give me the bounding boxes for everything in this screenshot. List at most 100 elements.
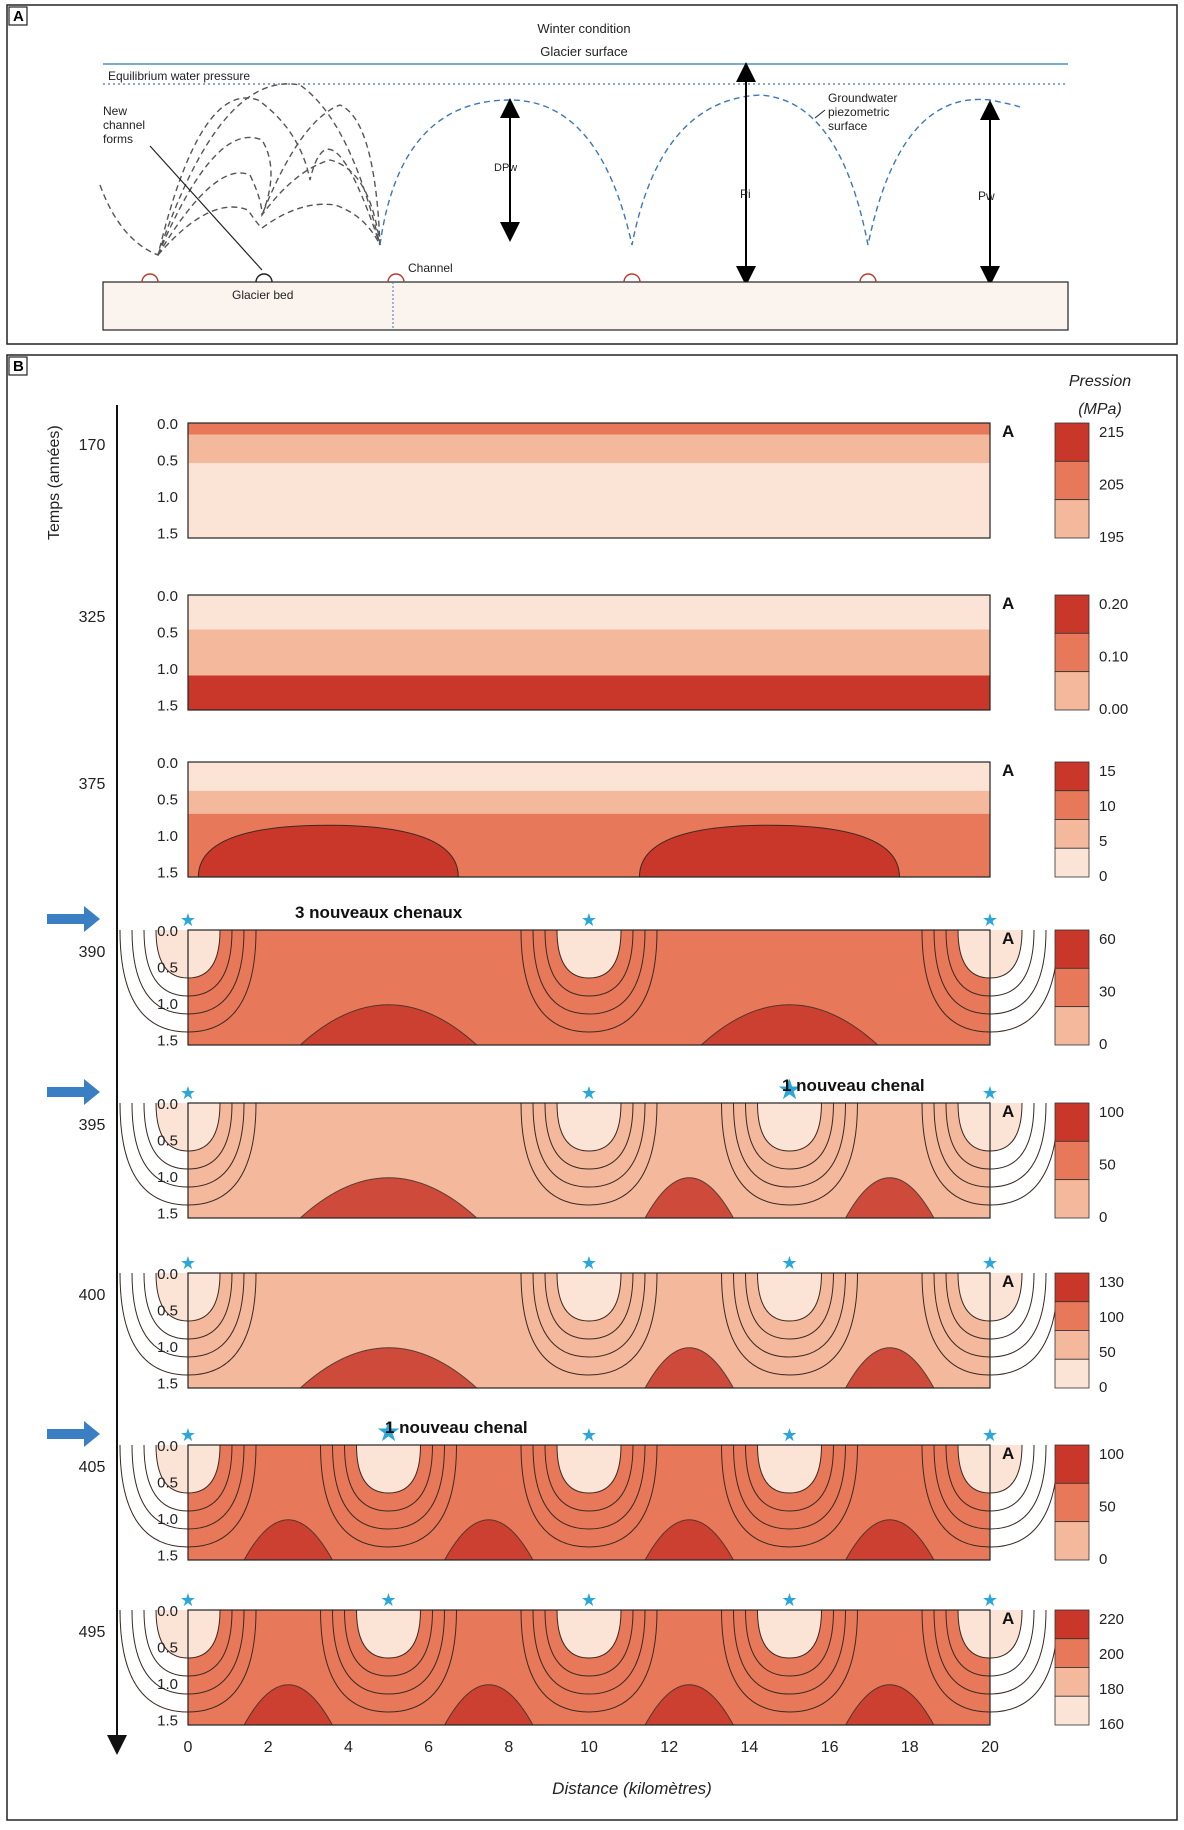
y-tick-label: 1.5 <box>157 1033 178 1050</box>
high-pressure-lobe <box>644 1177 734 1219</box>
channel-star: ★ <box>581 1083 597 1103</box>
legend-value: 5 <box>1099 833 1107 850</box>
channel-star: ★ <box>380 1590 396 1610</box>
groundwater-piezometric-surface <box>379 94 1021 246</box>
plot-frame <box>187 1609 991 1726</box>
y-tick-label: 1.5 <box>157 1376 178 1393</box>
panel-a-label: A <box>13 8 24 25</box>
high-pressure-lobe <box>845 1177 935 1219</box>
channel-marker <box>387 273 405 283</box>
event-annotation: 3 nouveaux chenaux <box>295 903 463 922</box>
legend-value: 0.20 <box>1099 596 1128 613</box>
corner-label: A <box>1002 422 1014 441</box>
channel-contour <box>721 1102 858 1206</box>
legend-swatch <box>1054 1482 1090 1523</box>
channel-star: ★ <box>180 1253 196 1273</box>
x-axis-label: Distance (kilomètres) <box>552 1779 712 1798</box>
y-tick-label: 0.0 <box>157 588 178 605</box>
channel-contour <box>344 1444 433 1512</box>
legend-value: 100 <box>1099 1446 1124 1463</box>
y-tick-label: 1.0 <box>157 828 178 845</box>
high-pressure-lobe <box>638 824 900 878</box>
contour-band <box>188 762 990 791</box>
legend-swatch <box>1054 1179 1090 1219</box>
legend-value: 100 <box>1099 1309 1124 1326</box>
high-pressure-lobe <box>299 1004 478 1046</box>
legend-swatch <box>1054 1609 1090 1640</box>
channel-contour <box>344 1609 433 1677</box>
contour-band <box>188 675 990 710</box>
legend-value: 50 <box>1099 1157 1116 1174</box>
channel-contour <box>757 1102 822 1152</box>
legend-value: 180 <box>1099 1681 1124 1698</box>
winter-condition-title: Winter condition <box>537 21 630 36</box>
legend-swatch <box>1054 422 1090 462</box>
time-label: 395 <box>79 1117 106 1134</box>
channel-contour <box>520 1444 658 1548</box>
x-tick-label: 2 <box>264 1739 273 1756</box>
legend-swatch <box>1054 929 1090 969</box>
y-tick-label: 0.0 <box>157 755 178 772</box>
x-tick-label: 4 <box>344 1739 353 1756</box>
legend-swatch <box>1054 761 1090 792</box>
x-tick-label: 8 <box>504 1739 513 1756</box>
high-pressure-lobe <box>644 1519 734 1561</box>
event-annotation: 1 nouveau chenal <box>385 1418 528 1437</box>
y-tick-label: 0.5 <box>157 1475 178 1492</box>
corner-label: A <box>1002 1102 1014 1121</box>
y-tick-label: 1.5 <box>157 1206 178 1223</box>
y-tick-label: 0.0 <box>157 1438 178 1455</box>
channel-contour <box>721 1272 858 1376</box>
y-tick-label: 1.5 <box>157 865 178 882</box>
plot-frame <box>187 929 991 1046</box>
y-tick-label: 1.0 <box>157 661 178 678</box>
legend-value: 0 <box>1099 1209 1107 1226</box>
time-label: 170 <box>79 437 106 454</box>
legend-value: 200 <box>1099 1646 1124 1663</box>
legend-swatch <box>1054 671 1090 711</box>
x-axis-ticks: 0 2 4 6 8 10 12 14 16 18 20 <box>184 1739 999 1756</box>
legend-swatch <box>1054 1521 1090 1561</box>
channel-label: Channel <box>408 261 453 275</box>
high-pressure-lobe <box>845 1347 935 1389</box>
x-tick-label: 12 <box>660 1739 678 1756</box>
y-tick-label: 1.5 <box>157 1713 178 1730</box>
contour-band <box>188 463 990 538</box>
time-label: 495 <box>79 1624 106 1641</box>
time-label: 390 <box>79 944 106 961</box>
legend-value: 0 <box>1099 868 1107 885</box>
pw-label: Pw <box>978 189 995 203</box>
legend-title-2: (MPa) <box>1078 401 1122 418</box>
channel-contour <box>733 1272 846 1358</box>
new-channel-leader <box>149 145 263 271</box>
channel-contour <box>745 1102 834 1170</box>
legend-value: 0 <box>1099 1379 1107 1396</box>
contour-band <box>188 423 990 435</box>
contour-band <box>188 629 990 676</box>
high-pressure-lobe <box>444 1519 534 1561</box>
plot-frame <box>187 1102 991 1219</box>
channel-star: ★ <box>180 1083 196 1103</box>
contour-row: 0.0 0.5 1.0 1.5 375 A 15 10 5 0 <box>79 755 1116 885</box>
channel-contour <box>332 1444 445 1530</box>
channel-contour <box>532 929 646 1015</box>
new-channel-label-1: New <box>103 104 127 118</box>
legend-value: 0.10 <box>1099 649 1128 666</box>
glacier-bed <box>102 281 1069 331</box>
plot-frame <box>187 594 991 711</box>
channel-contour <box>520 929 658 1033</box>
new-channel-label-2: channel <box>103 118 145 132</box>
dpw-label: DPw <box>494 162 517 174</box>
y-tick-label: 1.5 <box>157 698 178 715</box>
channel-contour <box>556 929 622 979</box>
legend-swatch <box>1054 1301 1090 1331</box>
y-tick-label: 0.5 <box>157 792 178 809</box>
channel-contour <box>520 1609 658 1713</box>
groundwater-leader <box>814 109 826 119</box>
corner-label: A <box>1002 1444 1014 1463</box>
